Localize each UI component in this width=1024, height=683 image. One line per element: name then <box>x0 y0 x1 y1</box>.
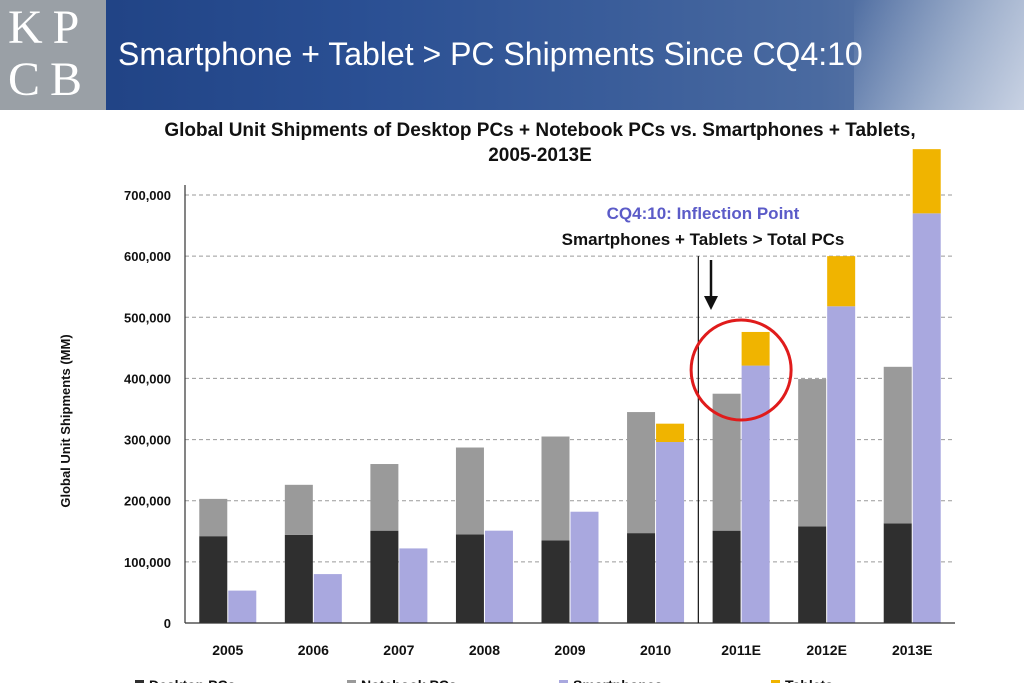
annotation-line-1: CQ4:10: Inflection Point <box>607 204 800 223</box>
x-tick-label: 2008 <box>469 642 500 658</box>
arrow-head <box>704 296 718 310</box>
x-tick-label: 2012E <box>806 642 846 658</box>
bar-desktop-pcs <box>541 540 570 623</box>
bar-smartphones <box>570 511 599 623</box>
legend-swatch <box>135 680 144 683</box>
y-tick-label: 600,000 <box>124 249 171 264</box>
bar-notebook-pcs <box>199 498 228 537</box>
bar-notebook-pcs <box>284 484 313 535</box>
bar-tablets <box>827 256 856 307</box>
bar-tablets <box>741 331 770 366</box>
bar-smartphones <box>313 574 342 623</box>
bar-desktop-pcs <box>883 523 912 623</box>
y-tick-label: 700,000 <box>124 188 171 203</box>
bar-smartphones <box>484 530 513 623</box>
x-tick-label: 2009 <box>554 642 585 658</box>
bar-desktop-pcs <box>798 526 827 623</box>
legend-label: Smartphones <box>573 677 663 683</box>
legend-label: Tablets <box>785 677 833 683</box>
bar-desktop-pcs <box>284 534 313 623</box>
bar-smartphones <box>399 548 428 623</box>
bar-desktop-pcs <box>712 530 741 623</box>
bar-tablets <box>656 423 685 443</box>
y-tick-label: 300,000 <box>124 433 171 448</box>
bar-smartphones <box>827 306 856 623</box>
x-tick-label: 2006 <box>298 642 329 658</box>
bar-desktop-pcs <box>455 534 484 623</box>
legend-swatch <box>559 680 568 683</box>
bar-smartphones <box>656 442 685 623</box>
bar-notebook-pcs <box>455 447 484 535</box>
chart-title: Global Unit Shipments of Desktop PCs + N… <box>40 118 1024 168</box>
y-tick-label: 200,000 <box>124 494 171 509</box>
bar-smartphones <box>741 365 770 623</box>
bar-desktop-pcs <box>627 533 656 623</box>
slide-header: KP CB Smartphone + Tablet > PC Shipments… <box>0 0 1024 110</box>
slide-title: Smartphone + Tablet > PC Shipments Since… <box>118 36 863 72</box>
kpcb-logo: KP CB <box>0 0 106 110</box>
legend-swatch <box>347 680 356 683</box>
y-tick-label: 500,000 <box>124 310 171 325</box>
legend: Desktop PCs Notebook PCs Smartphones Tablet… <box>135 677 833 683</box>
x-axis: 2005 2006 2007 2008 2009 2010 2011E 2012E 2013E <box>185 622 955 658</box>
y-axis-label: Global Unit Shipments (MM) <box>58 334 73 507</box>
logo-line-2: CB <box>8 53 93 106</box>
legend-label: Notebook PCs <box>361 677 457 683</box>
annotation-line-2: Smartphones + Tablets > Total PCs <box>562 230 845 249</box>
bar-desktop-pcs <box>199 536 228 623</box>
annotation: CQ4:10: Inflection Point Smartphones + Ta… <box>562 204 845 623</box>
x-tick-label: 2010 <box>640 642 671 658</box>
bar-notebook-pcs <box>627 412 656 534</box>
x-tick-label: 2007 <box>383 642 414 658</box>
legend-swatch <box>771 680 780 683</box>
x-tick-label: 2011E <box>721 642 761 658</box>
bar-notebook-pcs <box>798 379 827 527</box>
y-tick-label: 0 <box>164 616 171 631</box>
chart-title-line-1: Global Unit Shipments of Desktop PCs + N… <box>164 120 916 141</box>
chart-title-line-2: 2005-2013E <box>488 145 592 166</box>
header-sketch-image <box>854 0 1024 110</box>
bar-notebook-pcs <box>541 436 570 541</box>
y-axis: 0 100,000 200,000 300,000 400,000 500,000 600,… <box>58 185 186 631</box>
bar-smartphones <box>228 590 257 623</box>
logo-line-1: KP <box>8 1 90 54</box>
bars <box>199 149 941 624</box>
legend-label: Desktop PCs <box>149 677 236 683</box>
x-tick-label: 2013E <box>892 642 932 658</box>
x-tick-label: 2005 <box>212 642 243 658</box>
y-tick-label: 400,000 <box>124 371 171 386</box>
bar-notebook-pcs <box>370 464 399 531</box>
bar-tablets <box>912 149 941 214</box>
grid-lines <box>185 194 955 563</box>
bar-smartphones <box>912 213 941 624</box>
highlight-circle <box>689 318 793 422</box>
bar-desktop-pcs <box>370 530 399 623</box>
bar-notebook-pcs <box>883 366 912 524</box>
y-tick-label: 100,000 <box>124 555 171 570</box>
